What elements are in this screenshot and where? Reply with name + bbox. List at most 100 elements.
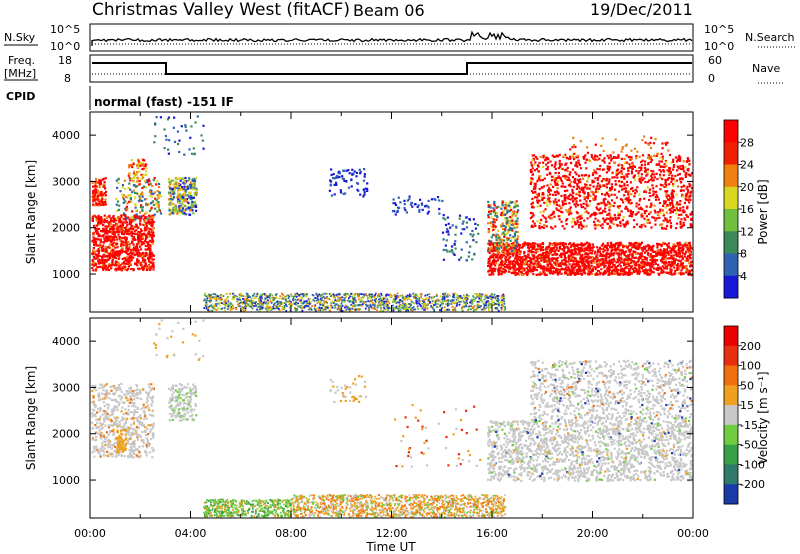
data-cell xyxy=(266,309,269,312)
data-cell xyxy=(184,209,187,212)
data-cell xyxy=(638,265,641,268)
data-cell xyxy=(158,208,161,211)
data-cell xyxy=(362,188,365,191)
data-cell xyxy=(644,247,647,250)
data-cell xyxy=(491,299,494,302)
data-cell xyxy=(657,266,660,269)
data-cell xyxy=(641,255,644,258)
nsearch-tick-top: 10^5 xyxy=(704,23,734,36)
data-cell xyxy=(277,305,279,308)
data-cell xyxy=(397,306,399,308)
data-cell xyxy=(109,225,112,228)
data-cell xyxy=(324,307,326,309)
data-cell xyxy=(242,295,245,297)
data-cell xyxy=(497,268,500,271)
data-cell xyxy=(529,261,532,264)
data-cell xyxy=(206,299,208,302)
data-cell xyxy=(119,250,122,253)
data-cell xyxy=(334,307,336,309)
data-cell xyxy=(136,242,139,246)
data-cell xyxy=(139,248,143,251)
data-cell xyxy=(371,295,374,298)
data-cell xyxy=(489,306,491,309)
data-cell xyxy=(587,261,590,264)
data-cell xyxy=(609,241,613,244)
data-cell xyxy=(602,247,605,250)
data-cell xyxy=(94,242,98,246)
data-cell xyxy=(115,264,118,267)
data-cell xyxy=(302,294,305,296)
data-cell xyxy=(643,269,646,272)
data-cell xyxy=(145,234,148,237)
data-cell xyxy=(543,269,546,272)
data-cell xyxy=(143,218,146,221)
data-cell xyxy=(408,297,410,300)
data-cell xyxy=(137,160,140,163)
data-cell xyxy=(141,256,144,260)
data-cell xyxy=(539,264,542,267)
data-cell xyxy=(202,124,205,127)
data-cell xyxy=(357,309,360,311)
data-cell xyxy=(452,252,455,255)
data-cell xyxy=(384,304,386,307)
data-cell xyxy=(441,306,444,309)
data-cell xyxy=(121,184,124,187)
data-cell xyxy=(634,266,637,269)
data-cell xyxy=(142,176,145,179)
data-cell xyxy=(128,261,131,264)
data-cell xyxy=(359,170,362,173)
data-cell xyxy=(321,309,323,311)
data-cell xyxy=(467,308,470,311)
data-cell xyxy=(334,296,337,299)
data-cell xyxy=(206,303,208,306)
data-cell xyxy=(556,256,559,260)
data-cell xyxy=(259,305,262,308)
data-cell xyxy=(118,268,121,271)
plot-title: Christmas Valley West (fitACF) xyxy=(92,0,350,20)
data-cell xyxy=(450,248,453,252)
data-cell xyxy=(577,262,580,265)
data-cell xyxy=(145,252,148,255)
data-cell xyxy=(655,268,658,271)
data-cell xyxy=(336,174,339,177)
data-cell xyxy=(558,247,561,250)
data-cell xyxy=(270,308,272,311)
data-cell xyxy=(376,309,378,312)
data-cell xyxy=(134,185,137,188)
nave-tick-bottom: 0 xyxy=(708,72,715,85)
data-cell xyxy=(338,172,342,175)
data-cell xyxy=(91,218,94,221)
data-cell xyxy=(94,183,97,186)
data-cell xyxy=(147,219,150,222)
data-cell xyxy=(215,303,217,305)
data-cell xyxy=(379,301,382,304)
data-cell xyxy=(620,251,623,254)
data-cell xyxy=(221,297,223,300)
data-cell xyxy=(264,302,267,305)
data-cell xyxy=(411,205,414,208)
data-cell xyxy=(610,243,613,246)
data-cell xyxy=(670,273,673,276)
data-cell xyxy=(397,309,400,312)
data-cell xyxy=(273,298,276,301)
data-cell xyxy=(152,263,155,266)
data-cell xyxy=(224,299,227,302)
data-cell xyxy=(115,224,118,227)
data-cell xyxy=(639,255,643,258)
data-cell xyxy=(489,273,492,276)
data-cell xyxy=(139,164,142,167)
data-cell xyxy=(135,173,138,176)
data-cell xyxy=(688,270,692,273)
data-cell xyxy=(135,229,138,232)
data-cell xyxy=(173,116,176,119)
data-cell xyxy=(491,294,494,296)
data-cell xyxy=(124,238,127,241)
data-cell xyxy=(368,306,370,309)
data-cell xyxy=(310,308,313,311)
data-cell xyxy=(128,255,131,259)
data-cell xyxy=(447,222,450,225)
data-cell xyxy=(100,240,103,243)
data-cell xyxy=(577,248,580,251)
data-cell xyxy=(438,299,441,302)
data-cell xyxy=(148,252,151,255)
